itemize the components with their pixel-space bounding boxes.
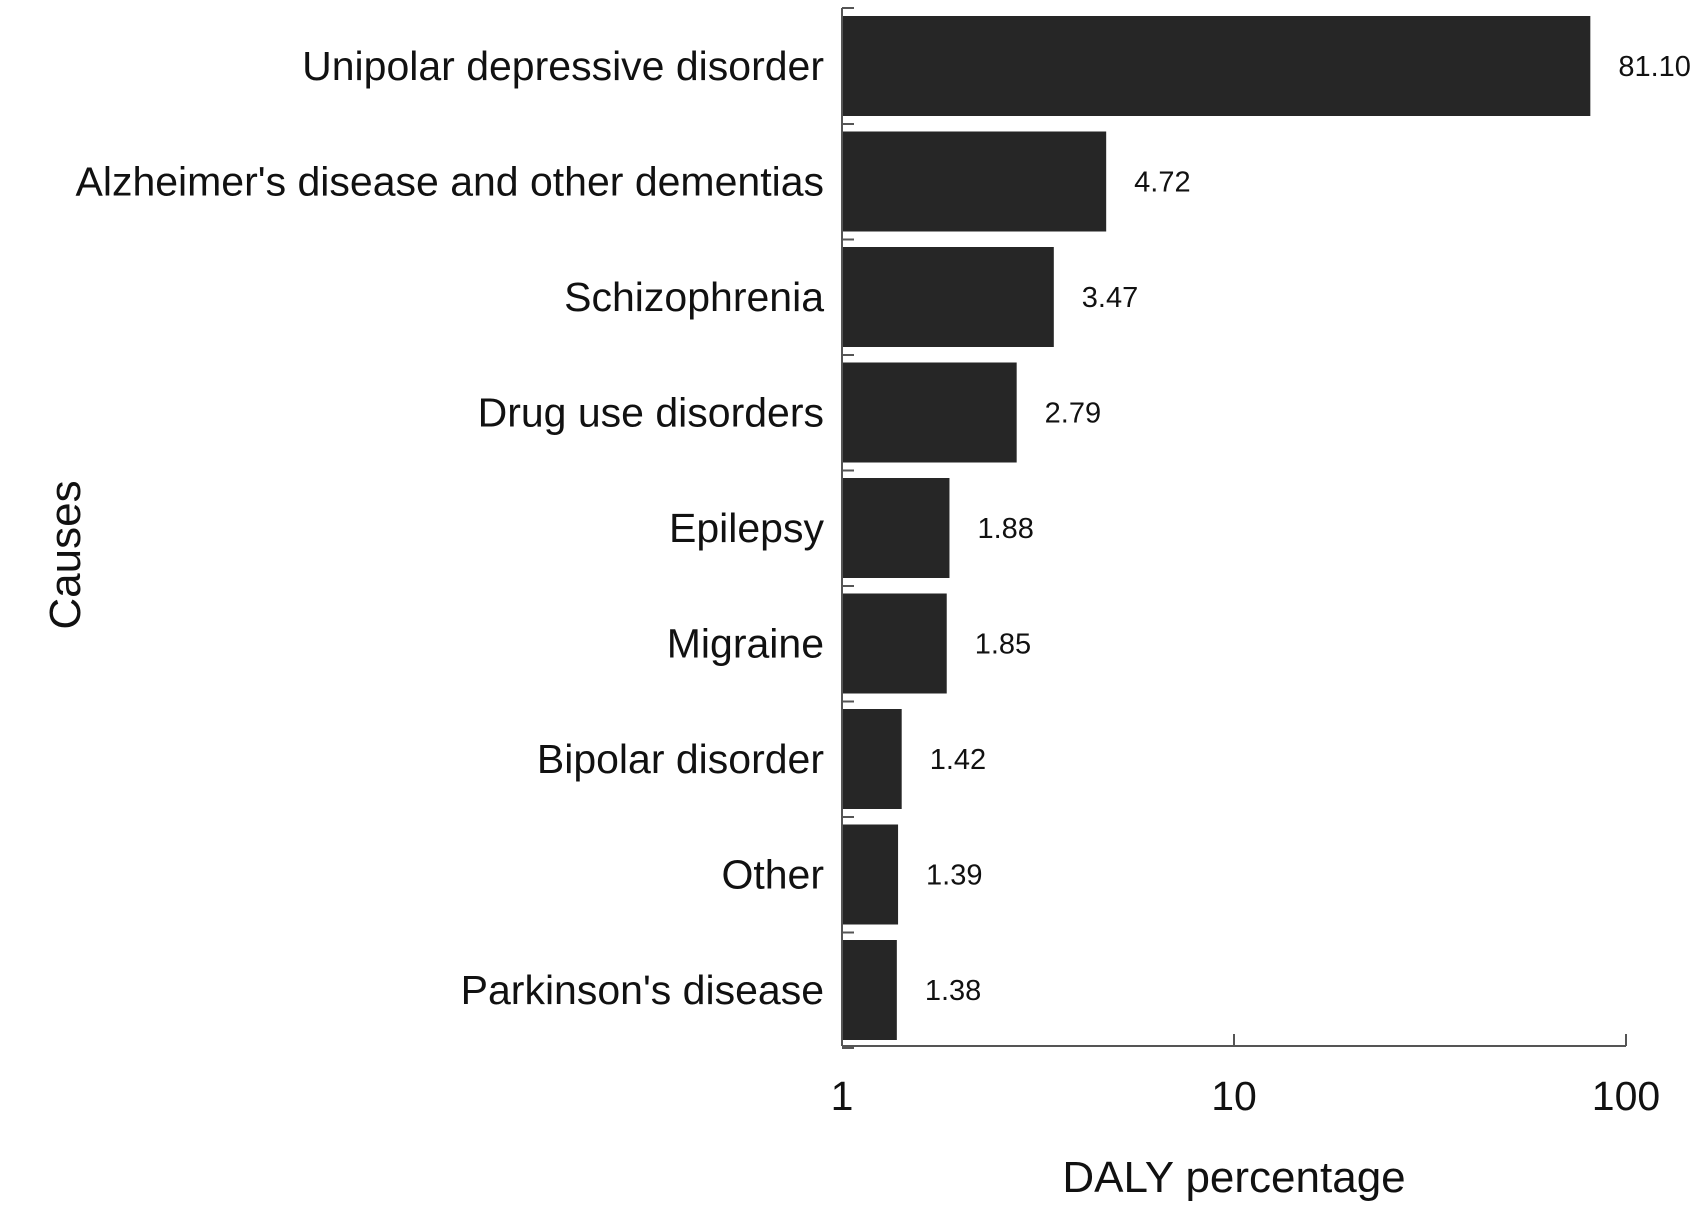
bar — [842, 824, 899, 925]
category-label: Epilepsy — [669, 505, 824, 551]
bar — [842, 593, 947, 694]
y-ticks-layer — [842, 7, 854, 1049]
category-label: Migraine — [667, 621, 824, 667]
data-label: 1.39 — [926, 860, 982, 892]
bar — [842, 16, 1591, 116]
category-label: Unipolar depressive disorder — [302, 43, 824, 89]
bar — [842, 478, 950, 578]
x-tick-label: 10 — [1211, 1073, 1257, 1119]
data-label: 1.85 — [975, 629, 1031, 661]
category-label: Bipolar disorder — [537, 736, 824, 782]
data-label: 4.72 — [1134, 167, 1190, 199]
x-tick-label: 100 — [1592, 1073, 1660, 1119]
category-label: Other — [721, 852, 824, 898]
bars-layer — [842, 16, 1591, 1040]
data-label: 3.47 — [1082, 282, 1138, 314]
category-label: Schizophrenia — [564, 274, 824, 320]
x-ticks-layer: 1 10 100 — [831, 1034, 1660, 1119]
category-labels-layer: Unipolar depressive disorder Alzheimer's … — [75, 43, 824, 1013]
data-label: 2.79 — [1045, 398, 1101, 430]
data-label: 1.38 — [925, 975, 981, 1007]
bar — [842, 940, 897, 1040]
bar — [842, 709, 902, 809]
data-label: 81.10 — [1618, 51, 1691, 83]
x-tick-label: 1 — [831, 1073, 854, 1119]
data-label: 1.88 — [977, 513, 1033, 545]
x-axis-title: DALY percentage — [1062, 1153, 1405, 1202]
value-labels-layer: 81.10 4.72 3.47 2.79 1.88 1.85 1.42 1.39 1.38 — [925, 51, 1691, 1007]
y-axis-title: Causes — [41, 480, 90, 629]
category-label: Alzheimer's disease and other dementias — [75, 159, 824, 205]
category-label: Drug use disorders — [478, 390, 824, 436]
category-label: Parkinson's disease — [461, 967, 824, 1013]
bar — [842, 362, 1017, 463]
data-label: 1.42 — [930, 744, 986, 776]
bar — [842, 131, 1107, 232]
bar — [842, 247, 1054, 347]
